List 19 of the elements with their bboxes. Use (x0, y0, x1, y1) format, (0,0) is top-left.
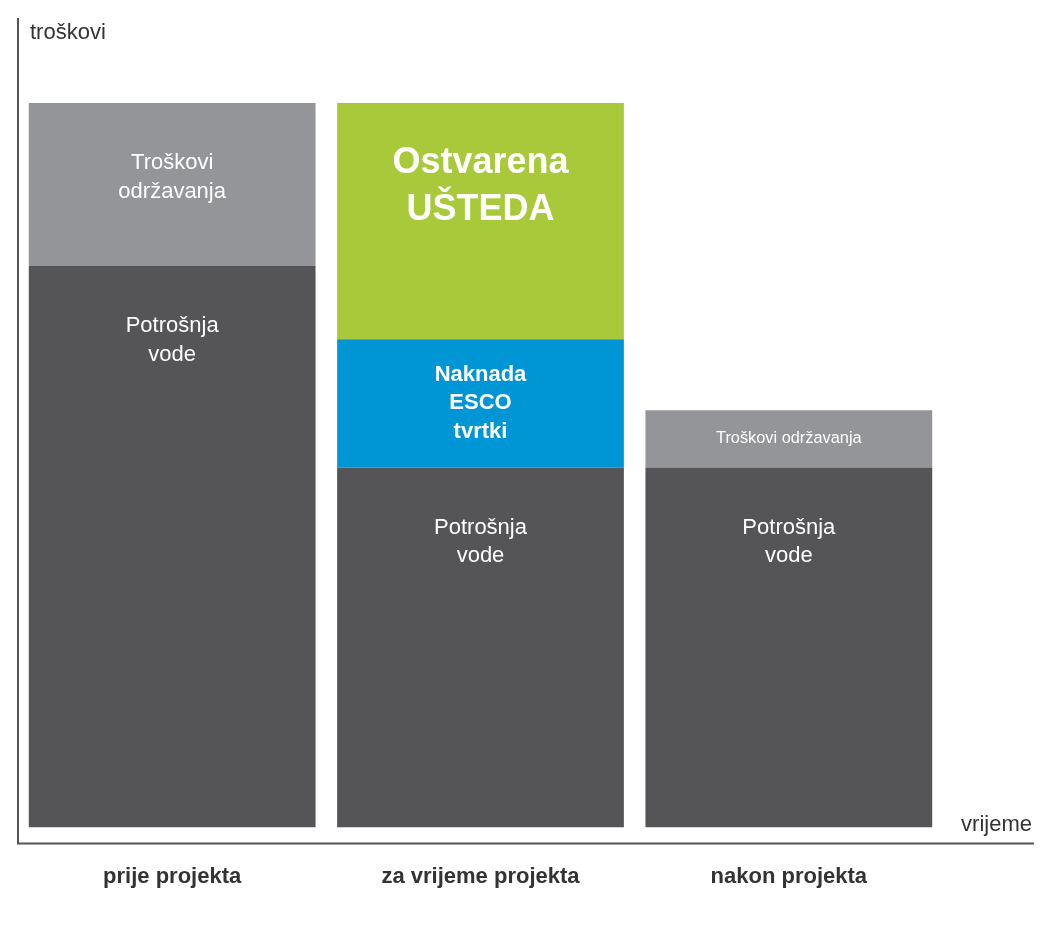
x-axis-title: vrijeme (961, 810, 1032, 836)
series-label: Naknada ESCO tvrtki (434, 360, 528, 444)
bar (337, 467, 624, 828)
text: Potrošnja vode (434, 513, 527, 568)
bar (645, 467, 933, 828)
bar (337, 339, 624, 468)
bar (337, 103, 624, 340)
text: Potrošnja vode (742, 513, 836, 568)
x-tick-label: prije projekta (103, 862, 243, 888)
bar (645, 410, 933, 468)
x-tick-label: nakon projekta (710, 862, 868, 888)
series-label: Ostvarena UŠTEDA (392, 139, 570, 228)
series-label: Potrošnja vode (125, 312, 220, 366)
x-tick-label: za vrijeme projekta (381, 862, 581, 888)
series-label: Troškovi održavanja (716, 428, 863, 447)
bar (28, 103, 316, 267)
text: Troškovi održavanja (118, 149, 226, 203)
y-axis-title: troškovi (30, 19, 106, 45)
bar (28, 266, 316, 828)
